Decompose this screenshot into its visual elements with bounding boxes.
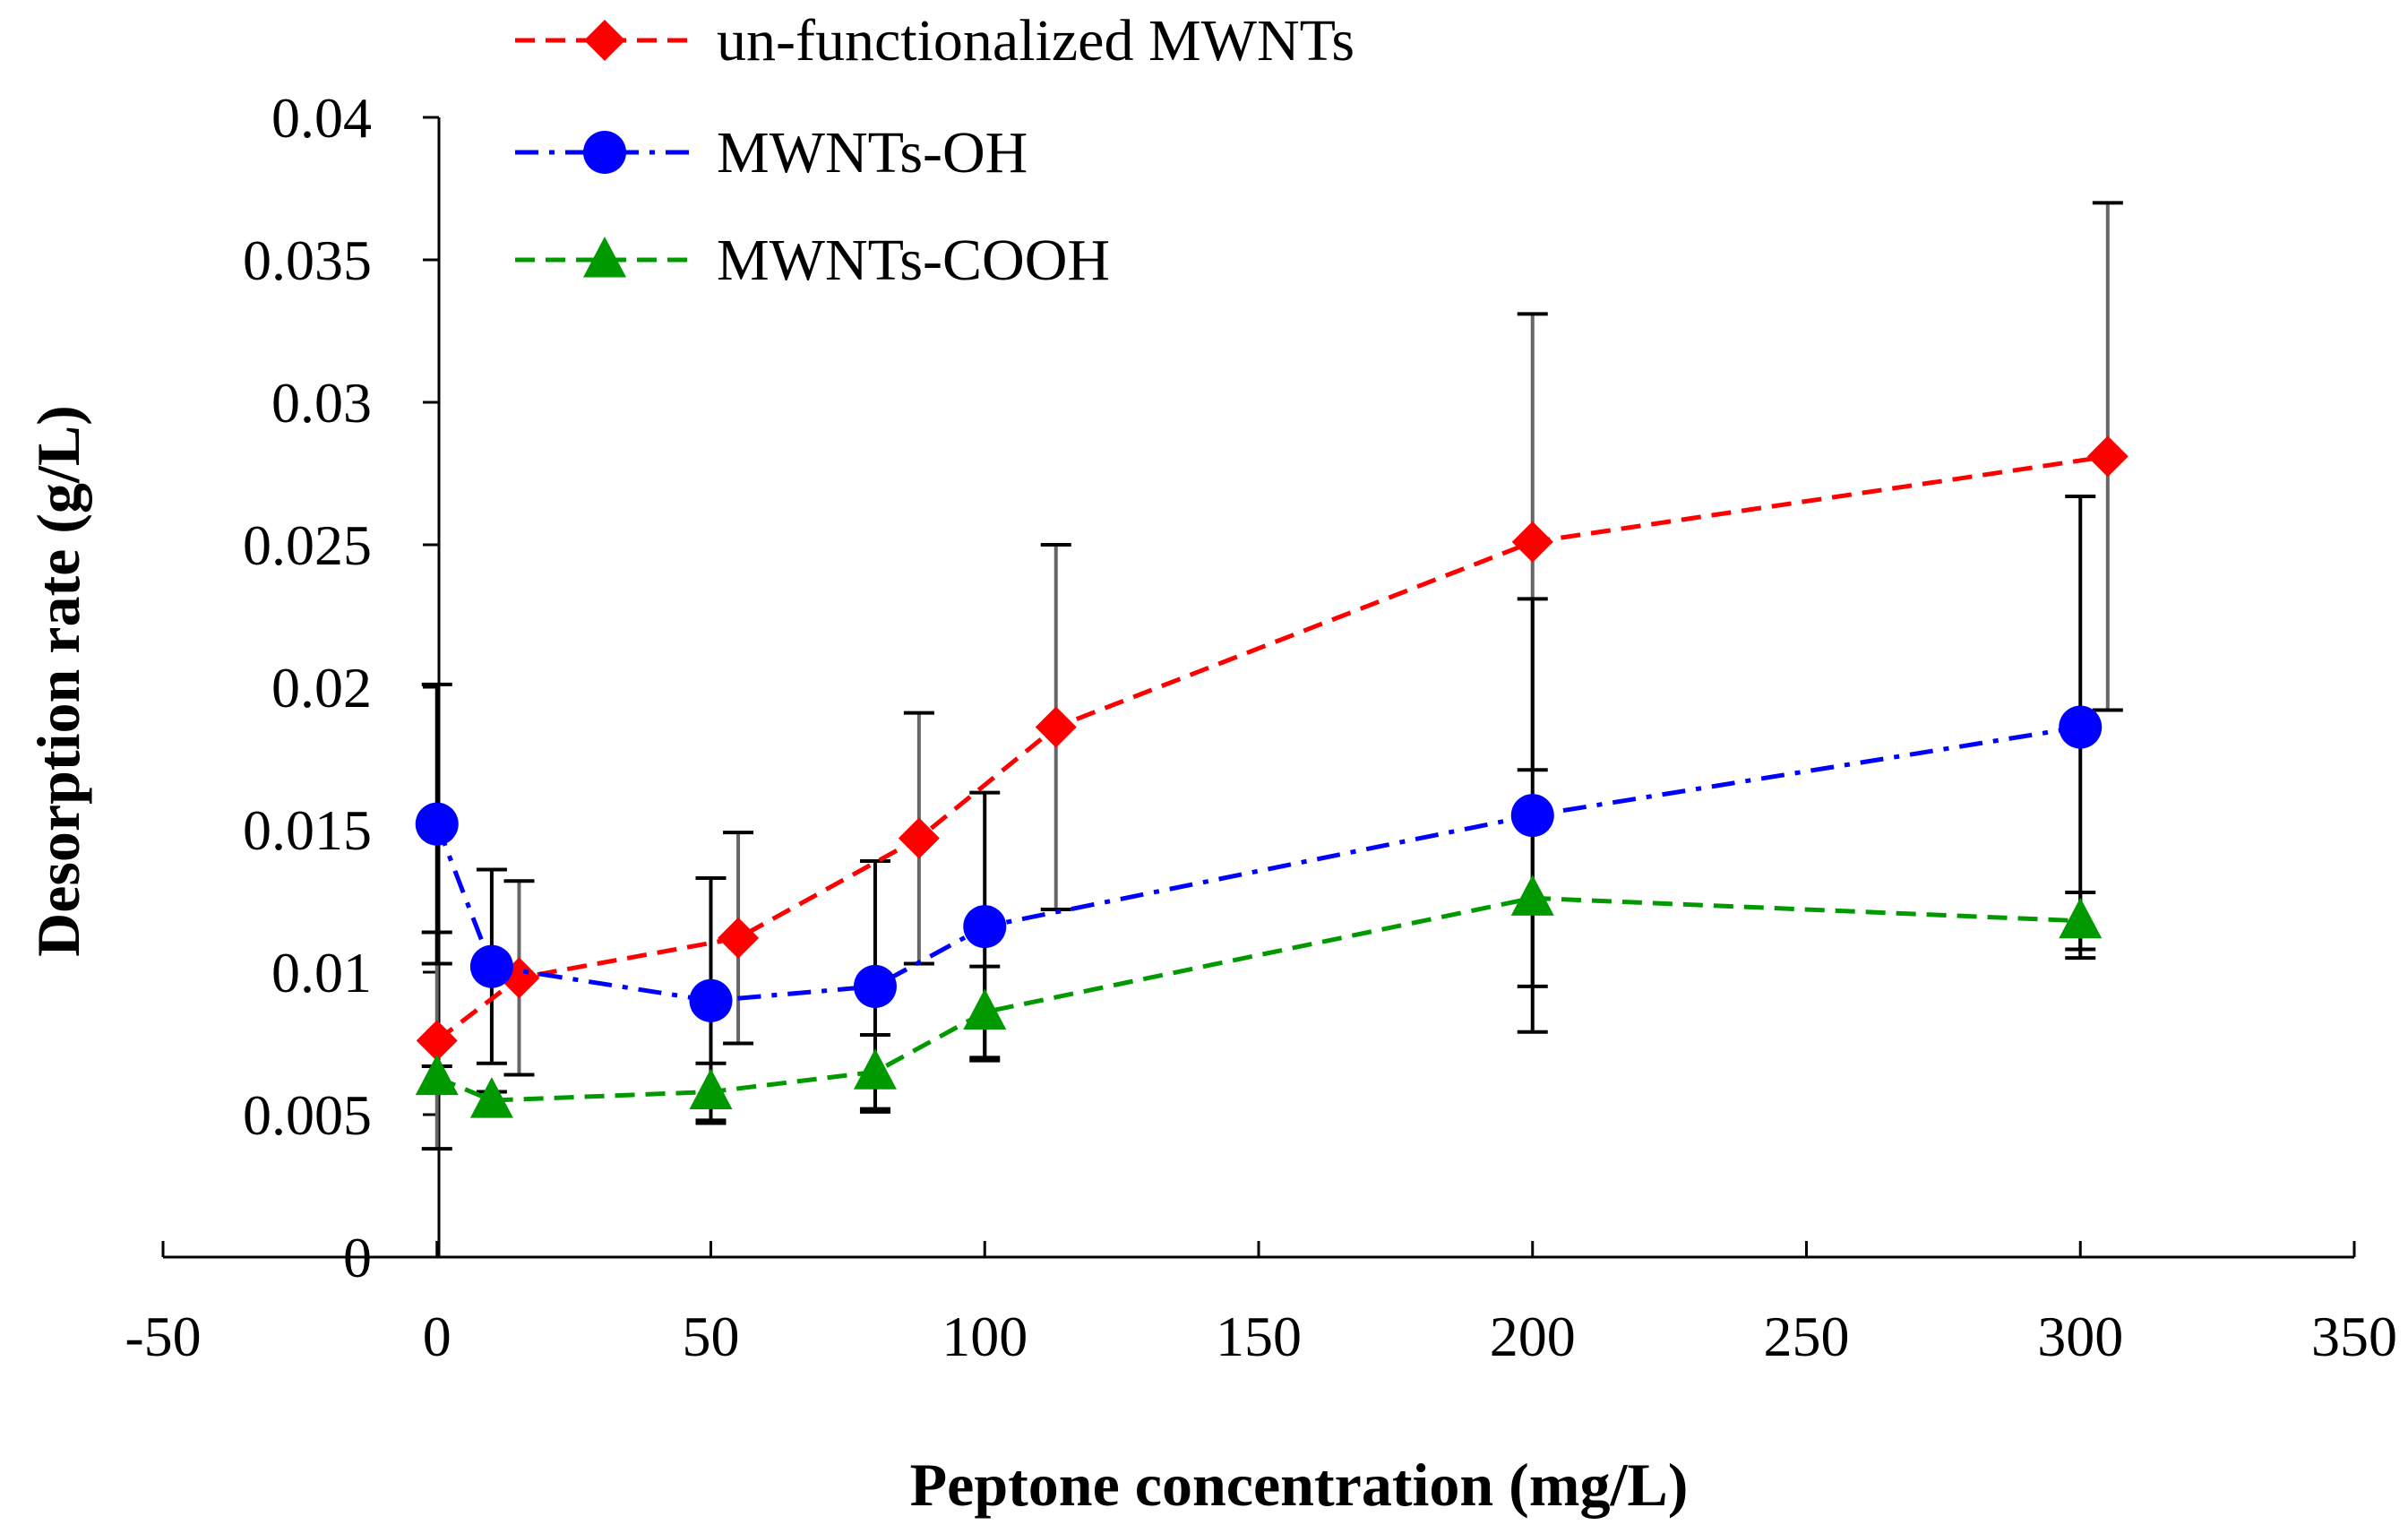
x-tick-label: 200 [1490,1305,1576,1368]
y-tick-label: 0.04 [271,86,372,150]
y-tick-label: 0.01 [271,941,372,1004]
data-point-1 [689,978,733,1022]
legend-marker-0 [584,20,625,61]
data-point-2 [415,1054,459,1096]
data-point-0 [718,917,760,959]
data-point-1 [469,944,513,988]
legend: un-functionalized MWNTs MWNTs-OH MWNTs-COO… [515,8,1354,293]
x-tick-label: 250 [1764,1305,1850,1368]
legend-label-1: MWNTs-OH [717,120,1028,185]
data-point-0 [416,1020,458,1062]
series-line-2 [435,895,2081,1103]
data-point-0 [2086,435,2128,478]
x-tick-label: 100 [942,1305,1028,1368]
series-line-1 [434,725,2081,1004]
data-point-2 [1510,875,1554,916]
y-tick-label: 0.005 [243,1083,372,1147]
data-point-2 [2059,897,2103,939]
axes: -50 0 50 100 150 200 250 300 350 0 0.005 0.01 0.015 0… [125,86,2397,1368]
x-axis-title: Peptone concentration (mg/L) [910,1451,1689,1519]
x-tick-label: 350 [2311,1305,2397,1368]
y-tick-label: 0.015 [243,798,372,862]
data-point-0 [1511,521,1553,563]
data-point-2 [963,988,1007,1030]
data-series [415,435,2128,1118]
data-point-2 [469,1077,513,1118]
x-tick-label: 150 [1216,1305,1302,1368]
y-tick-label: 0.035 [243,228,372,292]
legend-marker-1 [583,131,626,174]
legend-label-2: MWNTs-COOH [717,228,1110,293]
y-tick-label: 0 [343,1226,372,1289]
x-tick-label: 0 [423,1305,452,1368]
y-tick-label: 0.03 [271,371,372,435]
data-point-2 [689,1068,733,1110]
legend-label-0: un-functionalized MWNTs [717,8,1354,73]
x-tick-label: -50 [125,1305,201,1368]
y-axis-title: Desorption rate (g/L) [24,405,92,957]
legend-marker-2 [583,237,626,278]
data-point-0 [898,817,940,859]
error-bars [421,201,2123,1151]
data-point-2 [853,1048,897,1090]
y-tick-label: 0.02 [271,656,372,719]
x-tick-label: 50 [683,1305,740,1368]
data-point-1 [2059,705,2103,749]
data-point-0 [1035,706,1077,748]
data-point-1 [853,964,897,1008]
x-tick-label: 300 [2037,1305,2123,1368]
data-point-1 [415,802,459,846]
data-point-1 [1510,794,1554,838]
y-tick-label: 0.025 [243,513,372,577]
data-point-1 [963,905,1007,949]
